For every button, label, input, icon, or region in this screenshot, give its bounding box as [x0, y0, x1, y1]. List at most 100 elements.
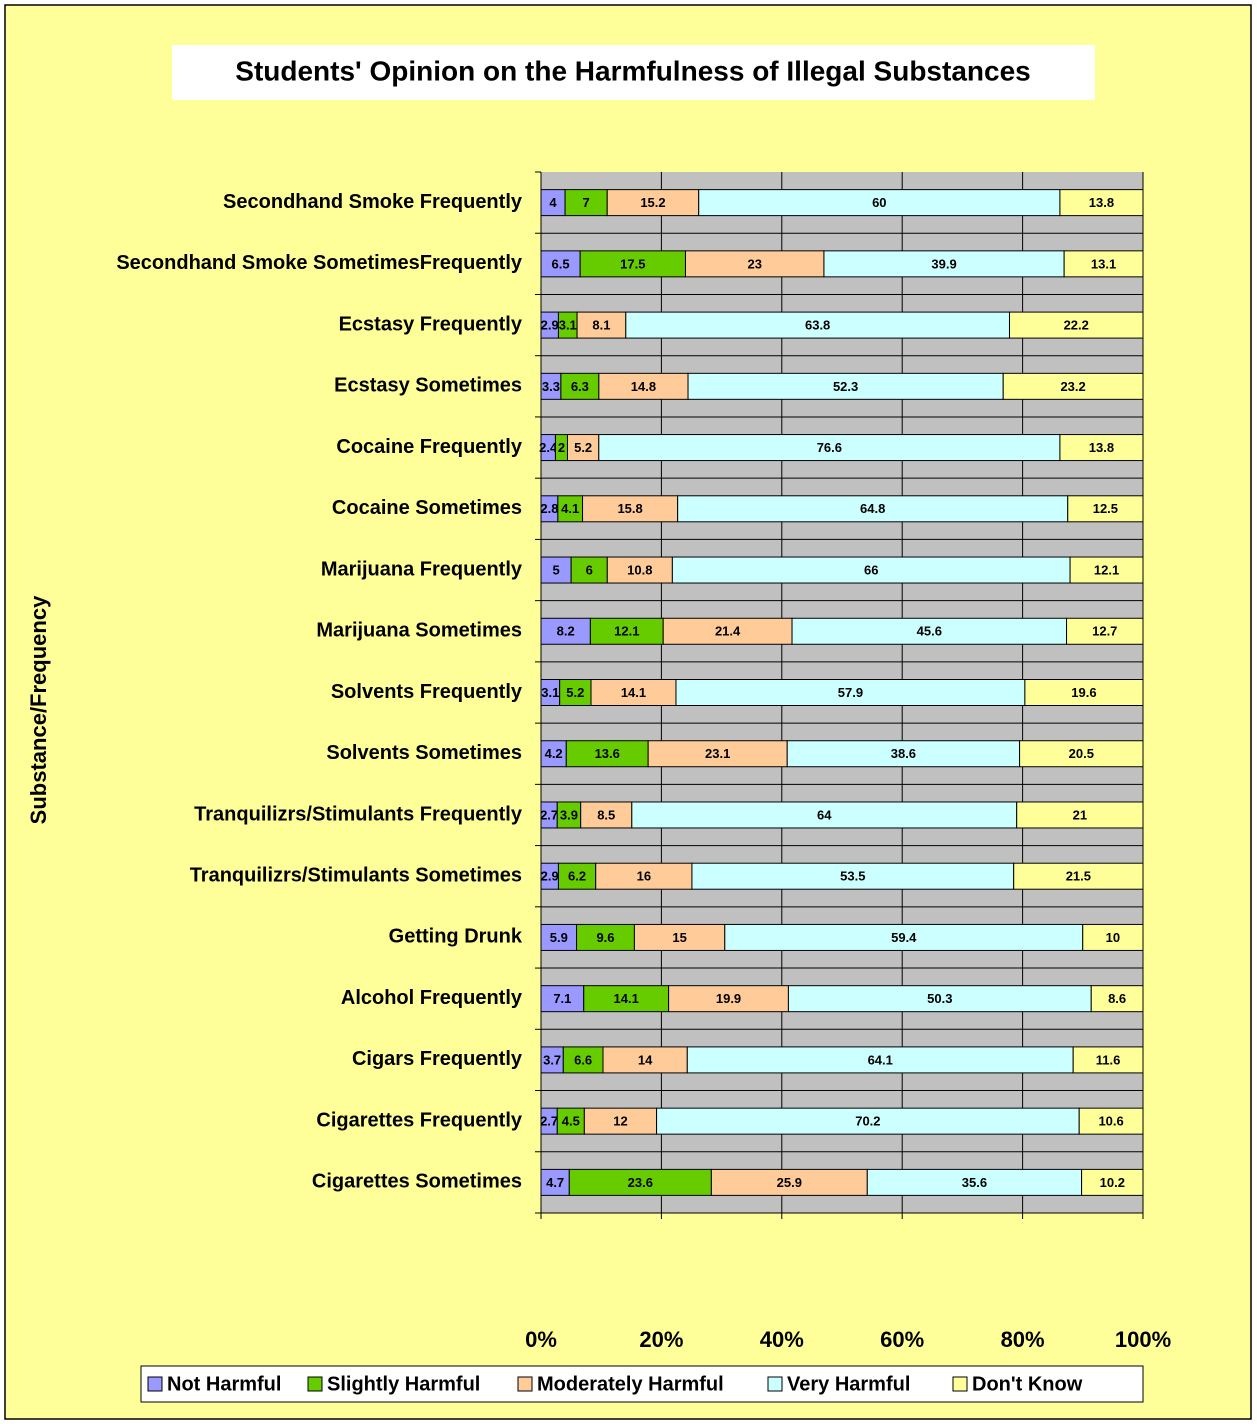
y-tick-label: Tranquilizrs/Stimulants Frequently	[194, 803, 523, 825]
y-tick-label: Solvents Sometimes	[326, 742, 522, 764]
data-label: 52.3	[833, 379, 858, 394]
bar-segment	[576, 311, 627, 339]
legend-label: Very Harmful	[787, 1373, 910, 1395]
data-label: 59.4	[891, 930, 917, 945]
y-tick-label: Alcohol Frequently	[341, 987, 523, 1009]
y-tick-label: Tranquilizrs/Stimulants Sometimes	[190, 864, 522, 886]
bar-segment	[580, 801, 633, 829]
data-label: 6.2	[568, 869, 586, 884]
bar-segment	[656, 1107, 1080, 1135]
bar-segment	[540, 985, 585, 1013]
bar-segment	[1078, 1107, 1144, 1135]
data-label: 7	[583, 195, 590, 210]
data-label: 64	[817, 807, 832, 822]
data-label: 3.1	[541, 685, 559, 700]
bar-segment	[595, 862, 693, 890]
data-label: 21.5	[1066, 869, 1091, 884]
bar-segment	[698, 189, 1061, 217]
bar-segment	[787, 985, 1092, 1013]
data-label: 64.8	[860, 501, 885, 516]
data-label: 5.2	[566, 685, 584, 700]
data-label: 53.5	[840, 869, 865, 884]
y-tick-label: Cigars Frequently	[352, 1048, 523, 1070]
legend-label: Moderately Harmful	[537, 1373, 724, 1395]
data-label: 2.7	[540, 807, 558, 822]
bar-segment	[1082, 923, 1144, 951]
bar-segment	[687, 372, 1004, 400]
data-label: 12.7	[1092, 624, 1117, 639]
data-label: 5.2	[574, 440, 592, 455]
x-tick-label: 60%	[880, 1327, 924, 1352]
legend-swatch	[767, 1376, 783, 1392]
data-label: 2.9	[541, 869, 559, 884]
data-label: 4	[549, 195, 557, 210]
bar-segment	[579, 250, 686, 278]
data-label: 13.1	[1091, 256, 1116, 271]
data-label: 19.9	[716, 991, 741, 1006]
bar-segment	[1090, 985, 1144, 1013]
x-tick-label: 80%	[1001, 1327, 1045, 1352]
data-label: 4.2	[545, 746, 563, 761]
bar-segment	[691, 862, 1015, 890]
data-label: 14.8	[631, 379, 656, 394]
data-label: 23	[747, 256, 761, 271]
data-label: 8.5	[597, 807, 615, 822]
data-label: 12	[613, 1114, 627, 1129]
data-label: 23.6	[628, 1175, 653, 1190]
title-box	[172, 45, 1095, 100]
bar-segment	[564, 189, 608, 217]
data-label: 6.5	[552, 256, 570, 271]
data-label: 4.7	[546, 1175, 564, 1190]
legend-label: Don't Know	[972, 1373, 1083, 1395]
x-tick-label: 20%	[639, 1327, 683, 1352]
bar-segment	[556, 1107, 585, 1135]
bar-segment	[823, 250, 1065, 278]
data-label: 21.4	[715, 624, 741, 639]
legend-label: Slightly Harmful	[327, 1373, 480, 1395]
data-label: 15.8	[617, 501, 642, 516]
y-axis-label: Substance/Frequency	[26, 595, 51, 824]
bar-segment	[570, 556, 608, 584]
data-label: 8.2	[557, 624, 575, 639]
data-label: 6	[586, 562, 593, 577]
y-tick-label: Secondhand Smoke SometimesFrequently	[116, 252, 523, 274]
bar-segment	[590, 679, 677, 706]
bar-segment	[1067, 495, 1144, 523]
bar-segment	[598, 372, 689, 400]
legend-swatch	[307, 1376, 323, 1392]
data-label: 23.1	[705, 746, 730, 761]
data-label: 6.6	[574, 1052, 592, 1067]
bar-segment	[633, 923, 726, 951]
x-tick-label: 40%	[760, 1327, 804, 1352]
y-tick-label: Secondhand Smoke Frequently	[223, 191, 523, 213]
bar-segment	[540, 617, 591, 645]
bar-segment	[677, 495, 1069, 523]
y-tick-label: Marijuana Frequently	[321, 558, 523, 580]
y-tick-label: Ecstasy Sometimes	[334, 375, 522, 397]
data-label: 60	[872, 195, 886, 210]
bar-segment	[1059, 434, 1144, 462]
bar-segment	[557, 862, 597, 890]
data-label: 15	[672, 930, 686, 945]
data-label: 9.6	[596, 930, 614, 945]
y-tick-label: Solvents Frequently	[331, 681, 523, 703]
data-label: 17.5	[620, 256, 645, 271]
bar-segment	[1016, 801, 1144, 829]
data-label: 45.6	[917, 624, 942, 639]
data-label: 3.3	[542, 379, 560, 394]
y-tick-label: Cigarettes Frequently	[316, 1109, 522, 1131]
data-label: 2.8	[540, 501, 558, 516]
data-label: 39.9	[931, 256, 956, 271]
bar-segment	[647, 740, 788, 768]
y-tick-label: Cigarettes Sometimes	[312, 1171, 522, 1193]
chart-title: Students' Opinion on the Harmfulness of …	[235, 55, 1030, 86]
data-label: 10.8	[627, 562, 652, 577]
bar-segment	[589, 617, 664, 645]
data-label: 64.1	[868, 1052, 893, 1067]
y-tick-label: Ecstasy Frequently	[339, 313, 523, 335]
data-label: 3.1	[559, 318, 577, 333]
data-label: 15.2	[640, 195, 665, 210]
data-label: 6.3	[571, 379, 589, 394]
legend-box	[140, 1365, 1144, 1403]
